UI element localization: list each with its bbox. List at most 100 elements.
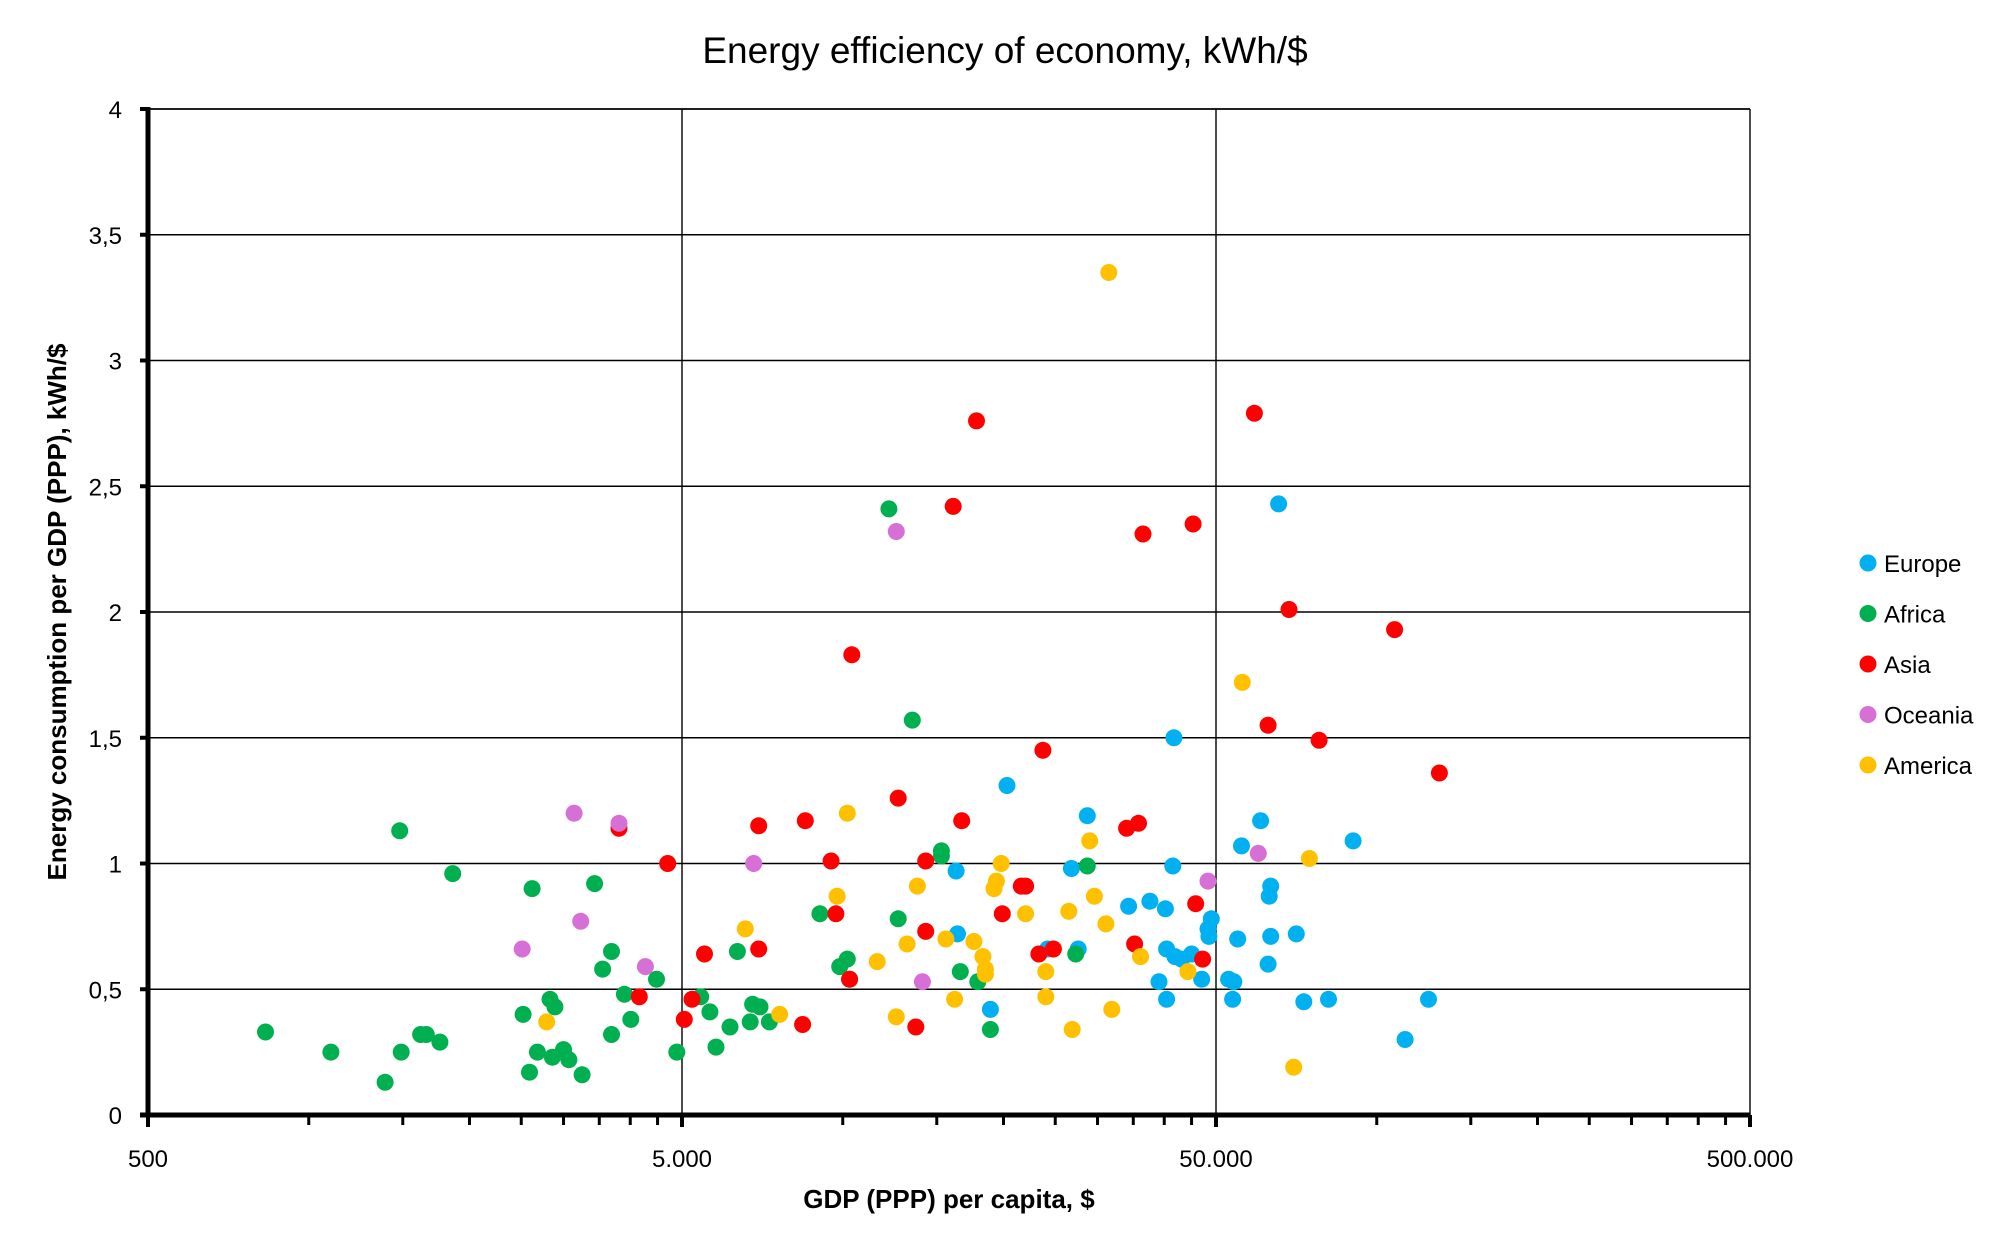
- data-point-oceania: [572, 912, 590, 930]
- legend-marker-america: [1859, 756, 1877, 774]
- data-point-europe: [998, 777, 1016, 794]
- data-point-america: [946, 990, 964, 1008]
- data-point-america: [1179, 963, 1197, 981]
- data-point-africa: [521, 1063, 538, 1081]
- data-point-oceania: [913, 973, 931, 991]
- data-point-africa: [615, 985, 633, 1003]
- data-point-africa: [721, 1018, 739, 1036]
- data-point-asia: [843, 646, 861, 664]
- data-point-africa: [728, 943, 746, 960]
- y-tick-label: 2: [109, 600, 122, 627]
- data-point-africa: [811, 905, 829, 923]
- data-point-america: [985, 880, 1003, 898]
- data-point-america: [1285, 1058, 1303, 1076]
- data-points: [257, 264, 1448, 1091]
- data-point-asia: [630, 988, 648, 1006]
- data-point-africa: [903, 711, 921, 729]
- data-point-oceania: [610, 814, 628, 832]
- legend-item-asia: Asia: [1859, 652, 1931, 679]
- data-point-africa: [514, 1005, 532, 1023]
- data-point-europe: [1200, 927, 1218, 945]
- data-point-asia: [1017, 877, 1035, 895]
- data-point-oceania: [887, 523, 905, 540]
- data-point-europe: [1193, 970, 1211, 988]
- data-point-europe: [1270, 495, 1288, 513]
- data-point-oceania: [636, 958, 654, 976]
- legend-item-america: America: [1859, 753, 1973, 780]
- data-point-asia: [1280, 601, 1298, 618]
- data-point-europe: [1260, 887, 1278, 905]
- legend-item-europe: Europe: [1859, 551, 1961, 578]
- data-point-america: [1037, 963, 1055, 981]
- data-point-europe: [1396, 1031, 1414, 1048]
- data-point-asia: [944, 497, 962, 515]
- data-point-europe: [1252, 812, 1270, 830]
- data-point-america: [1017, 905, 1035, 923]
- data-point-europe: [1295, 993, 1313, 1011]
- data-point-asia: [750, 940, 768, 958]
- data-point-asia: [1126, 935, 1144, 953]
- data-point-asia: [1245, 404, 1263, 422]
- data-point-europe: [981, 1000, 999, 1018]
- y-axis-title: Energy consumption per GDP (PPP), kWh/$: [42, 343, 72, 880]
- data-point-asia: [1130, 814, 1147, 832]
- data-point-africa: [417, 1026, 435, 1043]
- data-point-america: [1132, 948, 1149, 966]
- data-point-africa: [391, 822, 409, 840]
- data-point-europe: [1156, 900, 1174, 918]
- data-point-america: [908, 877, 926, 895]
- data-point-europe: [1262, 927, 1280, 945]
- data-point-europe: [1229, 930, 1247, 948]
- y-tick-label: 2,5: [89, 474, 122, 501]
- legend-label: Europe: [1884, 551, 1961, 578]
- data-point-asia: [1034, 741, 1052, 759]
- data-point-africa: [622, 1010, 640, 1028]
- data-point-asia: [968, 412, 985, 430]
- data-point-america: [1233, 673, 1251, 691]
- data-point-africa: [880, 500, 898, 518]
- data-point-europe: [1233, 837, 1250, 855]
- data-point-africa: [603, 943, 620, 960]
- data-point-africa: [594, 960, 612, 978]
- data-point-asia: [917, 852, 935, 870]
- data-point-asia: [1194, 950, 1212, 968]
- data-point-europe: [1141, 892, 1159, 910]
- data-point-asia: [917, 922, 935, 940]
- axes: [140, 107, 1752, 1127]
- legend-marker-africa: [1859, 605, 1877, 622]
- y-tick-label: 0,5: [89, 977, 122, 1004]
- data-point-africa: [741, 1013, 759, 1031]
- data-point-america: [887, 1008, 905, 1026]
- data-point-africa: [603, 1026, 620, 1043]
- data-point-asia: [675, 1010, 693, 1028]
- data-point-asia: [822, 852, 840, 870]
- data-point-asia: [750, 817, 768, 835]
- data-point-asia: [1184, 515, 1202, 533]
- grid-lines: [148, 108, 1751, 1115]
- data-point-africa: [546, 998, 564, 1016]
- data-point-asia: [794, 1016, 812, 1033]
- data-point-asia: [889, 789, 907, 807]
- data-point-america: [1081, 832, 1099, 850]
- data-point-america: [828, 887, 846, 905]
- legend-label: Asia: [1884, 652, 1931, 679]
- data-point-europe: [1224, 990, 1242, 1008]
- data-point-america: [1063, 1021, 1081, 1038]
- data-point-africa: [376, 1073, 394, 1091]
- data-point-africa: [701, 1003, 719, 1021]
- data-point-asia: [683, 990, 701, 1008]
- y-tick-label: 4: [109, 97, 122, 124]
- y-tick-label: 3,5: [89, 223, 122, 250]
- x-axis-title: GDP (PPP) per capita, $: [803, 1184, 1095, 1214]
- legend-marker-asia: [1859, 655, 1877, 673]
- data-point-america: [1097, 915, 1115, 933]
- data-point-asia: [659, 855, 677, 872]
- legend-label: America: [1884, 753, 1973, 780]
- legend-marker-europe: [1859, 554, 1877, 572]
- data-point-america: [868, 953, 886, 971]
- x-tick-label: 500.000: [1707, 1146, 1794, 1173]
- x-tick-label: 500: [128, 1146, 168, 1173]
- data-point-europe: [947, 862, 965, 880]
- legend-label: Africa: [1884, 602, 1946, 629]
- data-point-oceania: [745, 855, 763, 872]
